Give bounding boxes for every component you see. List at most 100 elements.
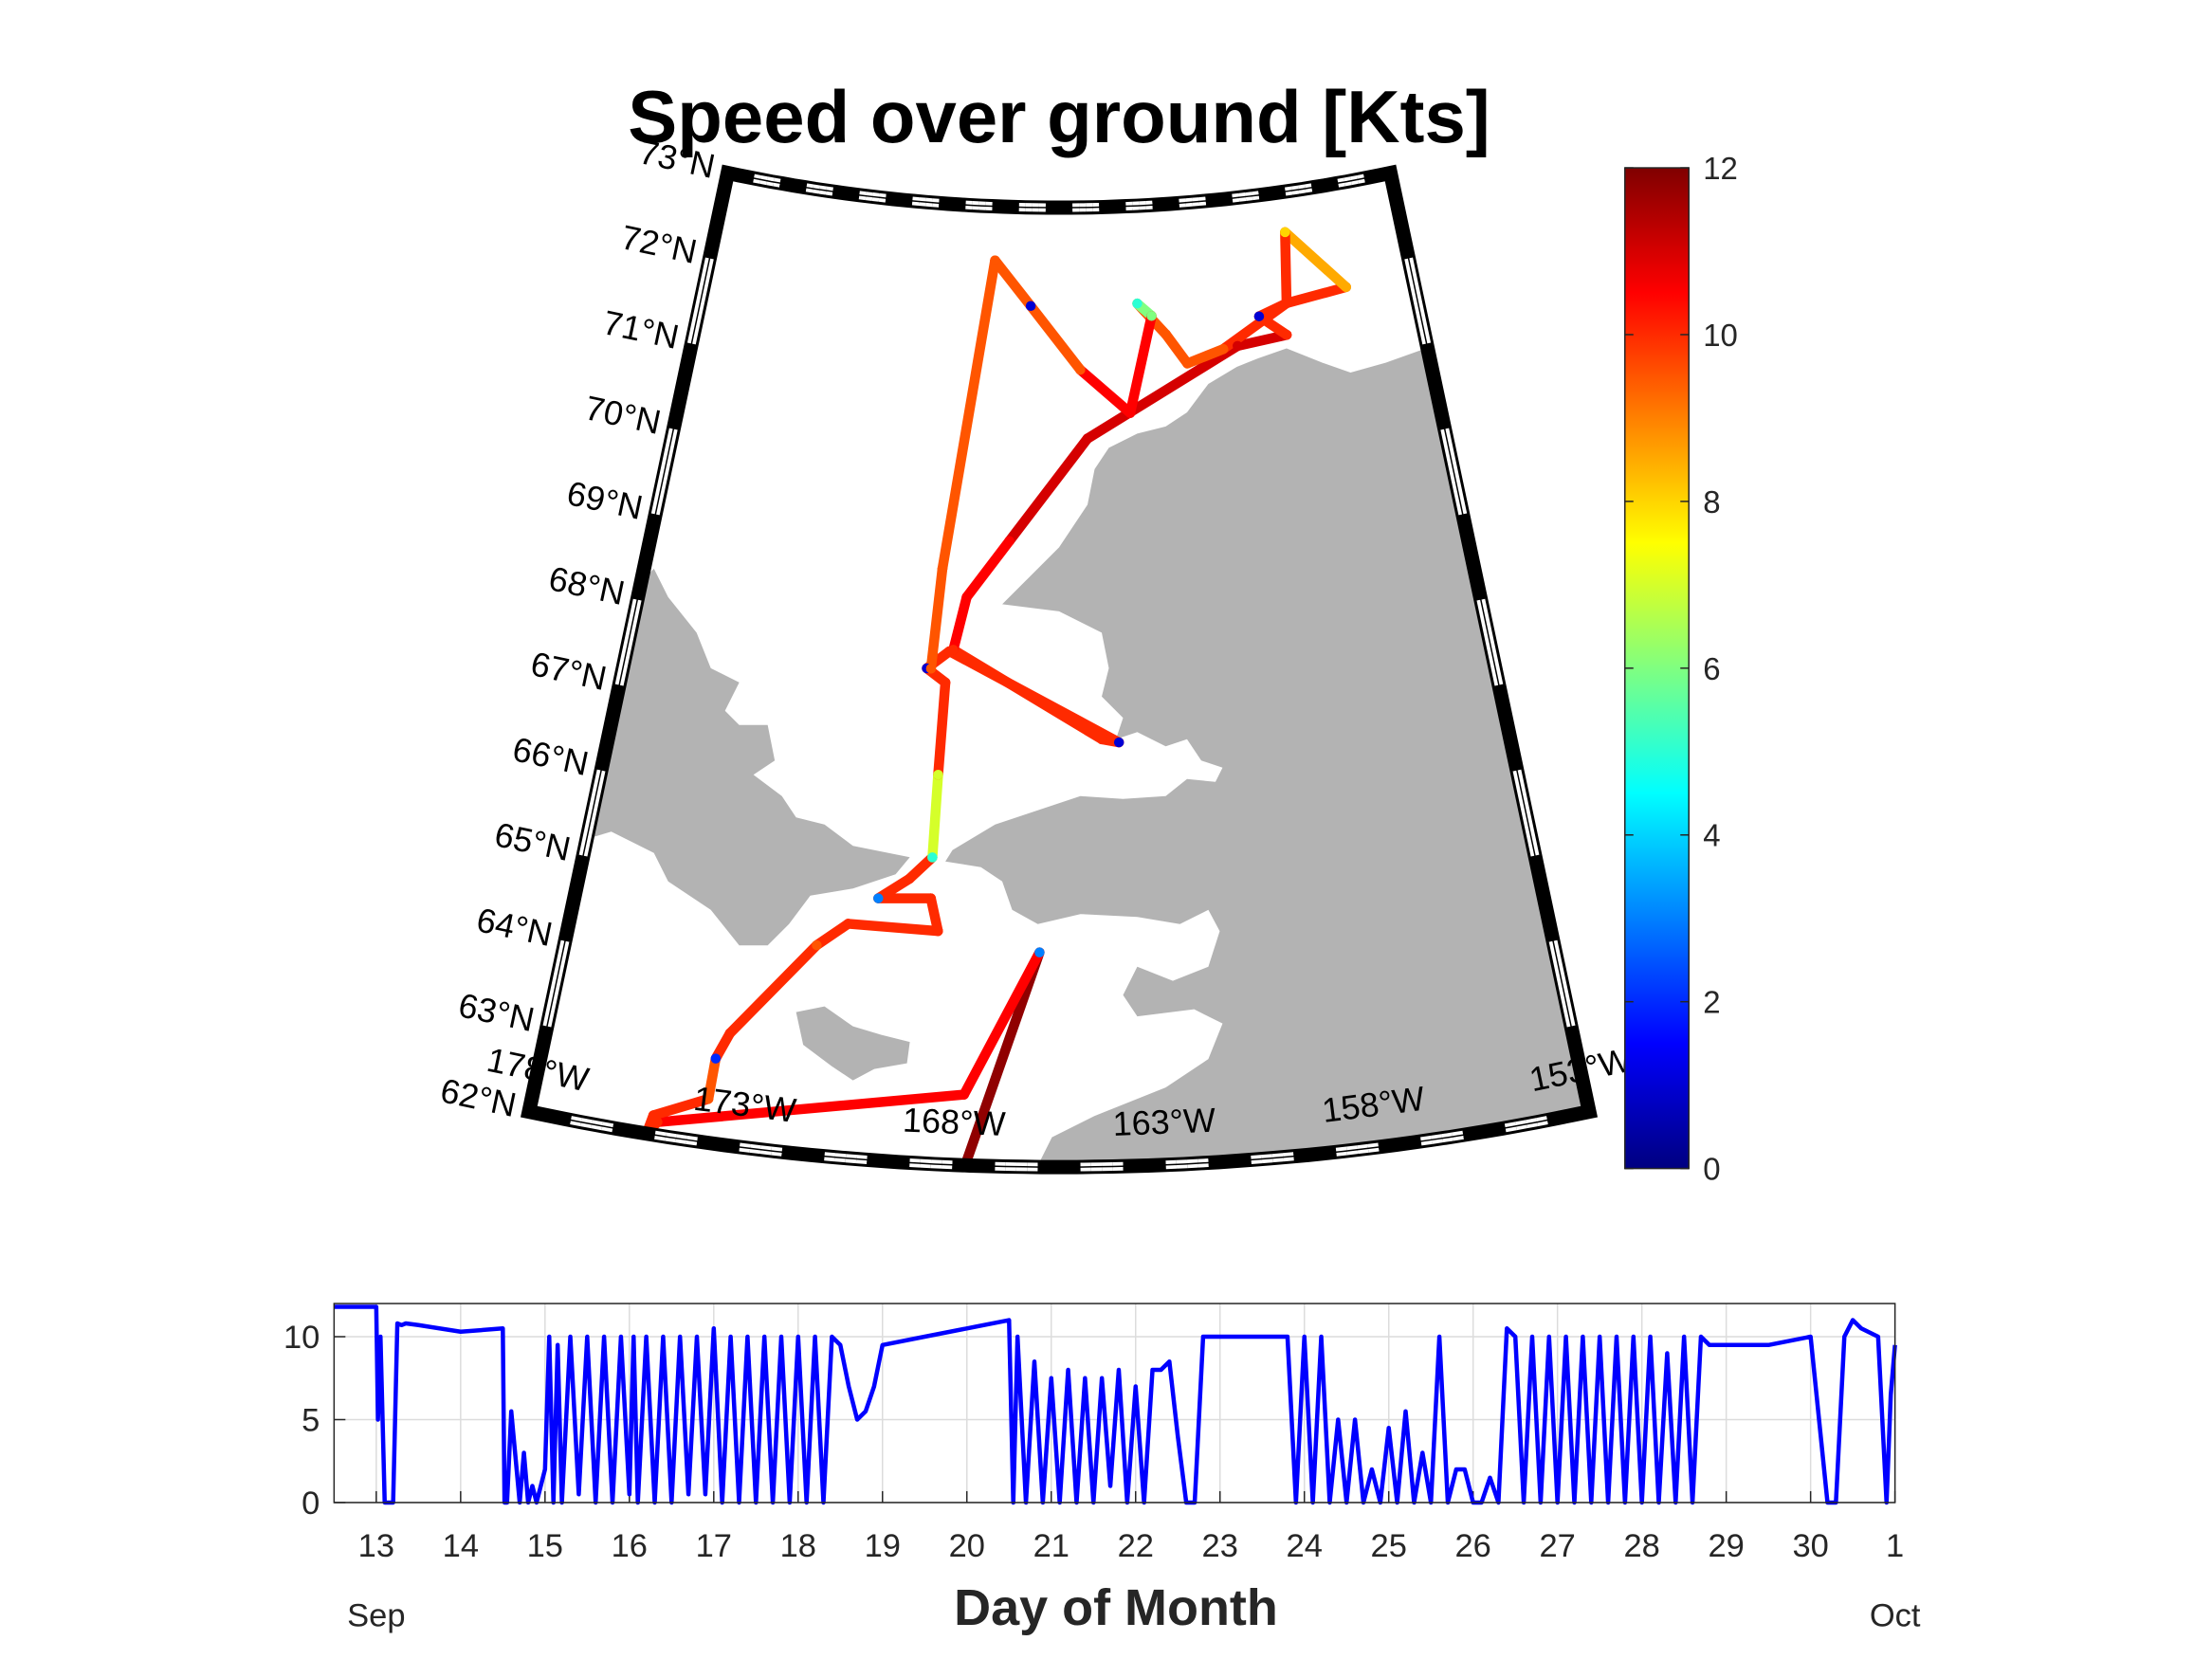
track-segment [959, 947, 1045, 1100]
track-segment [1082, 340, 1243, 444]
colorbar-tick-label: 8 [1703, 484, 1720, 520]
track [641, 227, 1351, 1171]
land-alaska [945, 283, 1590, 1168]
speed-line [334, 1304, 1897, 1505]
track-point [1182, 358, 1193, 369]
lon-tick-label: 168°W [902, 1101, 1006, 1143]
track-point [933, 769, 943, 780]
x-tick-label: 19 [865, 1528, 901, 1564]
track-point [1253, 311, 1265, 321]
x-tick-label: 15 [527, 1528, 563, 1564]
x-tick-label: 27 [1540, 1528, 1576, 1564]
colorbar-tick-label: 6 [1703, 651, 1720, 686]
x-tick-label: 26 [1455, 1528, 1491, 1564]
track-segment [843, 919, 943, 937]
track-segment [724, 939, 822, 1039]
track-segment [961, 536, 1015, 603]
colorbar-tick-label: 12 [1703, 151, 1738, 186]
track-segment [1075, 364, 1136, 418]
map-frame [521, 164, 1599, 1175]
track-point [1034, 947, 1045, 957]
track-point [1025, 301, 1036, 311]
lat-tick-label: 64°N [473, 900, 556, 954]
land-st-lawrence-island [795, 1006, 910, 1081]
x-tick-label: 30 [1792, 1528, 1828, 1564]
x-tick-label: 13 [358, 1528, 394, 1564]
track-segment [960, 947, 1045, 1171]
x-tick-label: 1 [1886, 1528, 1904, 1564]
colorbar-tick-label: 4 [1703, 818, 1720, 853]
track-point [1280, 227, 1290, 238]
track-segment [812, 919, 853, 951]
track-point [873, 893, 884, 903]
track-point [724, 1028, 736, 1039]
month-label: Oct [1870, 1597, 1921, 1633]
track-segment [990, 255, 1036, 311]
track-point [933, 925, 943, 937]
track-point [1217, 343, 1229, 355]
track-segment [925, 563, 948, 674]
track-segment [948, 645, 1107, 745]
colorbar [1624, 167, 1690, 1170]
track-segment [1124, 310, 1157, 418]
track-point [925, 893, 937, 903]
x-tick-label: 18 [780, 1528, 816, 1564]
track-point [648, 1110, 659, 1121]
track-point [1004, 536, 1015, 546]
lat-tick-label: 67°N [527, 644, 610, 698]
track-segment [703, 1053, 722, 1104]
track-point [959, 1089, 969, 1100]
x-tick-label: 23 [1202, 1528, 1238, 1564]
y-tick-label: 5 [302, 1402, 320, 1438]
lat-tick-label: 63°N [455, 985, 538, 1039]
colorbar-tick-label: 2 [1703, 985, 1720, 1020]
track-segment [948, 592, 972, 655]
track-point [1233, 340, 1243, 352]
x-tick-label: 29 [1708, 1528, 1744, 1564]
x-tick-label: 25 [1371, 1528, 1407, 1564]
x-tick-label: 24 [1287, 1528, 1323, 1564]
x-tick-label: 22 [1118, 1528, 1154, 1564]
lon-tick-label: 163°W [1112, 1101, 1216, 1143]
lat-tick-label: 65°N [491, 814, 574, 868]
land-chukotka [539, 568, 910, 946]
x-tick-label: 14 [443, 1528, 479, 1564]
chart-title: Speed over ground [Kts] [628, 75, 1490, 158]
lat-tick-label: 69°N [563, 473, 646, 527]
track-segment [937, 255, 1000, 574]
track-segment [1280, 227, 1351, 293]
x-tick-label: 21 [1033, 1528, 1069, 1564]
lat-tick-label: 66°N [509, 729, 592, 783]
track-segment [1233, 330, 1292, 352]
track-segment [1025, 301, 1086, 375]
track-segment [1004, 433, 1093, 546]
track-point [1146, 310, 1157, 321]
track-point [940, 677, 951, 688]
track-point [1281, 330, 1292, 340]
track-point [1341, 282, 1351, 293]
track-point [905, 873, 915, 884]
track-segment [905, 852, 938, 884]
track-point [1113, 737, 1124, 748]
track-point [1082, 433, 1093, 444]
colorbar-tick-label: 0 [1703, 1152, 1720, 1187]
x-tick-label: 28 [1624, 1528, 1660, 1564]
track-segment [1182, 343, 1229, 369]
track-point [812, 939, 822, 951]
month-label: Sep [347, 1597, 405, 1633]
track-point [1281, 298, 1292, 309]
track-segment [1161, 329, 1193, 369]
track-segment [933, 677, 951, 780]
track-segment [1280, 227, 1292, 309]
track-point [948, 645, 959, 655]
lat-tick-label: 68°N [545, 558, 628, 612]
track-point [1132, 298, 1143, 309]
y-tick-label: 10 [283, 1320, 320, 1356]
track-segment [1281, 282, 1351, 309]
x-axis-label: Day of Month [954, 1579, 1278, 1636]
track-segment [927, 769, 943, 863]
track-point [1124, 408, 1136, 418]
track-segment [648, 1093, 714, 1121]
